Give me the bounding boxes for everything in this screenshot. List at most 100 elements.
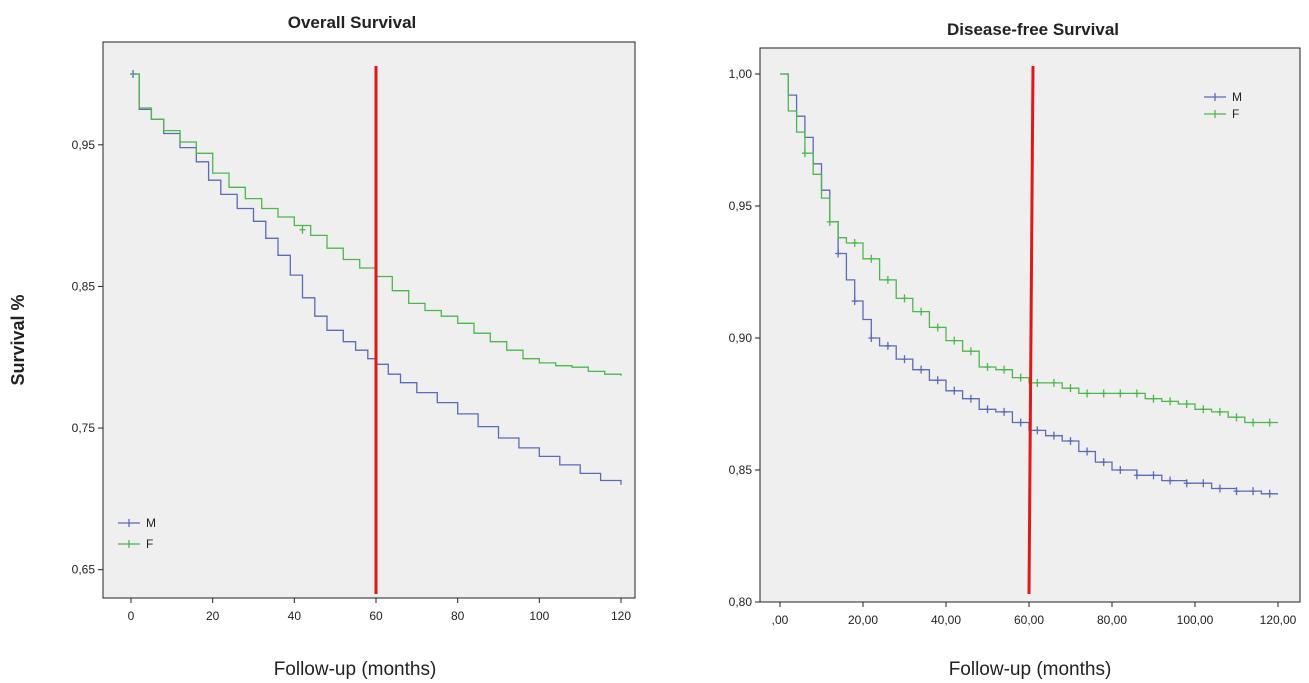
y-tick-label: 0,65 xyxy=(72,563,96,577)
censor-mark-f xyxy=(1050,378,1057,387)
censor-mark-f xyxy=(901,294,908,303)
censor-mark-m xyxy=(1167,476,1174,485)
censor-mark-f xyxy=(1216,407,1223,416)
y-axis-label: Survival % xyxy=(8,294,28,385)
censor-mark-m xyxy=(1183,479,1190,488)
censor-mark-f xyxy=(1133,389,1140,398)
legend-swatch-m xyxy=(118,519,140,527)
censor-mark-m xyxy=(918,365,925,374)
censor-mark-f xyxy=(1067,384,1074,393)
censor-mark-m xyxy=(1050,431,1057,440)
censor-mark-m xyxy=(884,341,891,350)
censor-mark-f xyxy=(934,323,941,332)
x-tick-label: 80 xyxy=(451,609,465,623)
legend-label-f: F xyxy=(146,537,153,551)
censor-mark-m xyxy=(1150,471,1157,480)
y-tick-label: 0,85 xyxy=(729,463,753,477)
censor-mark-m xyxy=(1266,489,1273,498)
y-tick-label: 1,00 xyxy=(729,67,753,81)
y-tick-label: 0,95 xyxy=(729,199,753,213)
censor-mark-f xyxy=(1266,418,1273,427)
censor-mark-m xyxy=(1084,447,1091,456)
legend-label-f: F xyxy=(1232,107,1239,121)
censor-mark-m xyxy=(1200,479,1207,488)
censor-mark-f xyxy=(299,225,306,234)
legend-label-m: M xyxy=(146,516,156,530)
x-tick-label: 100,00 xyxy=(1177,613,1214,627)
censor-mark-m xyxy=(851,297,858,306)
censor-mark-m xyxy=(967,394,974,403)
censor-mark-m xyxy=(1117,466,1124,474)
censor-mark-f xyxy=(1001,365,1008,374)
censor-mark-f xyxy=(1034,378,1041,387)
overall-survival-chart: Overall Survival Follow-up (months) Surv… xyxy=(8,13,636,680)
censor-mark-f xyxy=(1250,418,1257,427)
series-group xyxy=(780,73,1278,498)
censor-mark-f xyxy=(951,336,958,345)
x-tick-label: 40,00 xyxy=(931,613,961,627)
x-tick-label: 0 xyxy=(128,609,135,623)
series-line-f xyxy=(780,73,1278,424)
x-tick-label: ,00 xyxy=(772,613,789,627)
censor-mark-f xyxy=(1233,413,1240,422)
censor-mark-m xyxy=(934,376,941,385)
censor-mark-f xyxy=(1017,373,1024,382)
x-tick-label: 100 xyxy=(529,609,549,623)
legend-label-m: M xyxy=(1232,90,1242,104)
legend: MF xyxy=(1204,90,1242,121)
y-tick-label: 0,75 xyxy=(72,421,96,435)
censor-mark-m xyxy=(835,249,842,258)
censor-mark-m xyxy=(951,386,958,395)
chart-title: Disease-free Survival xyxy=(947,20,1119,39)
y-tick-label: 0,90 xyxy=(729,331,753,345)
x-axis-label: Follow-up (months) xyxy=(949,659,1112,680)
x-tick-label: 20,00 xyxy=(848,613,878,627)
legend: MF xyxy=(118,516,156,551)
censor-mark-m xyxy=(868,334,875,342)
censor-mark-m xyxy=(1017,418,1024,427)
censor-mark-m xyxy=(1216,484,1223,493)
censor-mark-m xyxy=(984,405,991,414)
reference-line-group xyxy=(1027,65,1035,595)
x-tick-label: 20 xyxy=(206,609,220,623)
legend-swatch-f xyxy=(1204,110,1226,118)
censor-mark-f xyxy=(1200,405,1207,414)
x-tick-label: 40 xyxy=(288,609,302,623)
x-tick-label: 120 xyxy=(611,609,631,623)
censor-mark-m xyxy=(1067,436,1074,445)
censor-mark-m xyxy=(1133,471,1140,480)
censor-mark-f xyxy=(868,254,875,263)
series-line-m xyxy=(131,73,622,485)
censor-mark-f xyxy=(1117,389,1124,398)
censor-mark-f xyxy=(1150,394,1157,403)
legend-swatch-m xyxy=(1204,93,1226,101)
y-tick-label: 0,95 xyxy=(72,138,96,152)
disease-free-survival-chart: Disease-free Survival Follow-up (months)… xyxy=(729,20,1301,680)
reference-line xyxy=(1027,65,1035,595)
axes: 0 20 40 60 80 100 120 0,65 0,75 0,85 0,95 xyxy=(72,138,632,623)
censor-mark-f xyxy=(1084,389,1091,398)
x-tick-label: 60,00 xyxy=(1014,613,1044,627)
censor-mark-f xyxy=(801,149,808,158)
x-axis-label: Follow-up (months) xyxy=(274,659,437,680)
censor-mark-m xyxy=(1001,407,1008,416)
x-tick-label: 60 xyxy=(369,609,383,623)
censor-mark-f xyxy=(984,363,991,372)
axes: ,00 20,00 40,00 60,00 80,00 100,00 120,00 0,80 0… xyxy=(729,67,1297,627)
censor-mark-m xyxy=(1034,426,1041,435)
censor-mark-f xyxy=(1183,400,1190,408)
censor-mark-f xyxy=(1167,397,1174,406)
censor-mark-f xyxy=(884,275,891,284)
plot-area xyxy=(102,41,636,599)
x-tick-label: 80,00 xyxy=(1097,613,1127,627)
censor-mark-m xyxy=(1100,458,1107,467)
legend-swatch-f xyxy=(118,540,140,548)
censor-mark-f xyxy=(826,217,833,226)
censor-mark-m xyxy=(1250,487,1257,496)
censor-mark-f xyxy=(967,347,974,356)
y-tick-label: 0,80 xyxy=(729,595,753,609)
y-tick-label: 0,85 xyxy=(72,279,96,293)
censor-mark-m xyxy=(1233,487,1240,496)
censor-mark-f xyxy=(918,307,925,316)
